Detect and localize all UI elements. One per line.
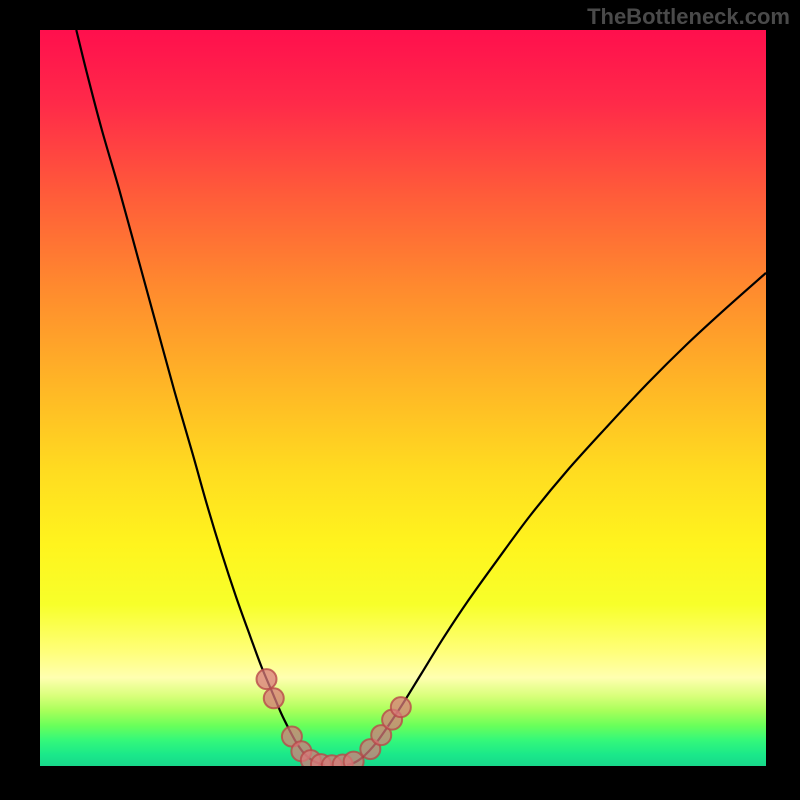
data-marker [264,688,284,708]
data-marker [257,669,277,689]
data-marker [391,697,411,717]
chart-background [40,30,766,766]
chart-plot-area [40,30,766,766]
chart-svg [40,30,766,766]
watermark-text: TheBottleneck.com [587,4,790,30]
